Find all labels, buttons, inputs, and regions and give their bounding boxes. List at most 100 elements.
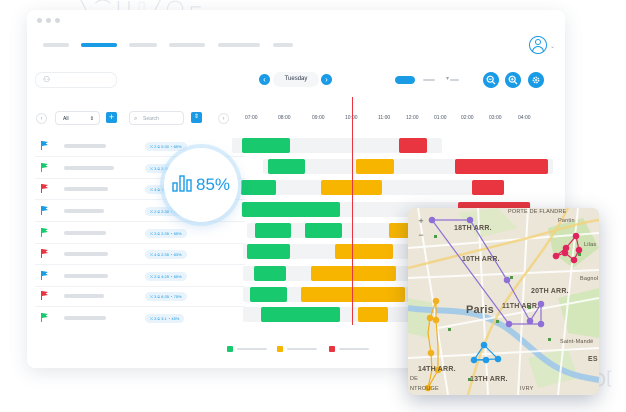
legend-label	[339, 348, 369, 350]
nav-link-5[interactable]	[218, 43, 260, 47]
filter-select-value: All	[63, 116, 69, 122]
settings-button[interactable]	[528, 72, 544, 88]
map-label-10th: 10TH ARR.	[462, 256, 500, 263]
search-input[interactable]: ⌕ Search	[129, 111, 184, 125]
resource-name	[64, 316, 106, 320]
hour-label: 10:00	[345, 115, 358, 121]
nav-link-1[interactable]	[43, 43, 69, 47]
task-bar-yellow[interactable]	[321, 180, 382, 195]
sort-button[interactable]: ⇕	[191, 112, 202, 123]
task-bar-green[interactable]	[247, 244, 290, 259]
gear-icon	[532, 76, 540, 84]
nav-link-4[interactable]	[169, 43, 205, 47]
resource-row[interactable]: ⛌ 2 ⊙ 2:30 ◔ 77%	[27, 201, 565, 222]
task-bar-red[interactable]	[472, 180, 504, 195]
hour-label: 12:00	[406, 115, 419, 121]
map-label-porte: PORTE DE FLANDRE	[508, 209, 567, 215]
view-toggle-option[interactable]	[423, 79, 435, 81]
task-bar-yellow[interactable]	[356, 159, 394, 174]
view-toggle-option[interactable]	[450, 79, 459, 81]
resource-row[interactable]: ⛌ 4 ⊙ 2:35 ◔ 83%	[27, 244, 565, 265]
flag-icon	[41, 163, 48, 172]
legend-label	[287, 348, 317, 350]
filter-select[interactable]: All ⇕	[55, 111, 100, 125]
task-bar-green[interactable]	[268, 159, 305, 174]
purple-route	[431, 219, 542, 325]
select-arrows-icon: ⇕	[89, 116, 94, 122]
add-resource-button[interactable]: +	[106, 112, 117, 123]
map-label-es: ES	[588, 356, 598, 363]
chevron-down-icon[interactable]: ▾	[446, 76, 450, 82]
task-bar-green[interactable]	[254, 266, 286, 281]
flag-icon	[41, 313, 48, 322]
list-prev-button[interactable]: ‹	[36, 113, 47, 124]
resource-stats-badge: ⛌ 3 ⊙ 2:35 ◔ 85%	[145, 229, 187, 238]
task-bar-red[interactable]	[399, 138, 427, 153]
map-zoom-control[interactable]: + −	[414, 214, 428, 244]
task-bar-green[interactable]	[255, 223, 291, 238]
nav-link-6[interactable]	[273, 43, 293, 47]
resource-name	[64, 209, 104, 213]
row-divider	[35, 156, 245, 157]
task-bar-yellow[interactable]	[311, 266, 396, 281]
next-day-button[interactable]: ›	[321, 74, 332, 85]
prev-day-button[interactable]: ‹	[259, 74, 270, 85]
flag-icon	[41, 184, 48, 193]
resource-stats-badge: ⛌ 2 ⊙ 2:30 ◔ 77%	[145, 207, 187, 216]
task-bar-green[interactable]	[250, 287, 287, 302]
task-bar-green[interactable]	[242, 202, 340, 217]
utilization-value: 85%	[196, 175, 231, 194]
row-divider	[35, 221, 245, 222]
view-toggle-active[interactable]	[395, 76, 415, 84]
flag-icon	[41, 228, 48, 237]
hour-label: 01:00	[434, 115, 447, 121]
orange-route	[427, 300, 439, 389]
map-label-ntrouge: NTROUGE	[410, 386, 439, 392]
resource-row[interactable]: ⛌ 2 ⊙ 4:25 ◔ 85%	[27, 266, 565, 287]
map-label-14th: 14TH ARR.	[418, 366, 456, 373]
nav-link-3[interactable]	[129, 43, 157, 47]
task-bar-yellow[interactable]	[335, 244, 393, 259]
resource-row[interactable]: ⛌ 3 ⊙ 6:35 ◔ 75%	[27, 286, 565, 307]
flag-icon	[41, 271, 48, 280]
legend-swatch-red	[329, 346, 335, 352]
resource-name	[64, 274, 108, 278]
map-label-20th: 20TH ARR.	[531, 288, 569, 295]
zoom-out-button[interactable]	[483, 72, 499, 88]
resource-row[interactable]: ⛌ 2 ⊙ 0:30 ◔ 85%	[27, 136, 565, 157]
map-zoom-in-button[interactable]: +	[418, 216, 424, 226]
task-bar-green[interactable]	[241, 180, 276, 195]
resource-name	[64, 294, 104, 298]
current-time-line	[352, 97, 354, 325]
people-filter-input[interactable]: ⚇	[35, 72, 117, 88]
resource-row[interactable]: ⛌ 3 ⊙ 3:1 ◔ 45%	[27, 308, 565, 329]
date-display[interactable]: Tuesday	[273, 72, 319, 87]
task-bar-red[interactable]	[455, 159, 548, 174]
resource-name	[64, 187, 108, 191]
users-icon: ⚇	[43, 75, 51, 84]
flag-icon	[41, 249, 48, 258]
chevron-down-icon[interactable]: ⌄	[550, 44, 556, 50]
task-bar-yellow[interactable]	[358, 307, 388, 322]
task-bar-green[interactable]	[242, 138, 290, 153]
map-zoom-out-button[interactable]: −	[418, 230, 424, 240]
resource-name	[64, 252, 108, 256]
task-bar-green[interactable]	[305, 223, 342, 238]
nav-link-2-active[interactable]	[81, 43, 117, 47]
timeline-next-button[interactable]: ›	[218, 113, 229, 124]
resource-row[interactable]: ⛌ 3 ⊙ 2:30 ◔ 85%	[27, 158, 565, 179]
map-canvas	[408, 208, 599, 395]
resource-stats-badge: ⛌ 4 ⊙ 2:35 ◔ 83%	[145, 250, 187, 259]
zoom-in-button[interactable]	[505, 72, 521, 88]
task-bar-yellow[interactable]	[389, 223, 409, 238]
user-avatar-icon[interactable]	[529, 36, 547, 54]
row-divider	[35, 306, 245, 307]
search-placeholder: Search	[143, 116, 159, 122]
resource-row[interactable]: ⛌ 3 ⊙ 2:35 ◔ 85%	[27, 223, 565, 244]
route-map[interactable]: + − PORTE DE FLANDRE 18TH ARR. Pantin Li…	[408, 208, 599, 395]
task-bar-green[interactable]	[261, 307, 340, 322]
legend-swatch-green	[227, 346, 233, 352]
utilization-badge: 85%	[164, 148, 238, 222]
legend-swatch-yellow	[277, 346, 283, 352]
map-label-pantin: Pantin	[558, 218, 575, 224]
